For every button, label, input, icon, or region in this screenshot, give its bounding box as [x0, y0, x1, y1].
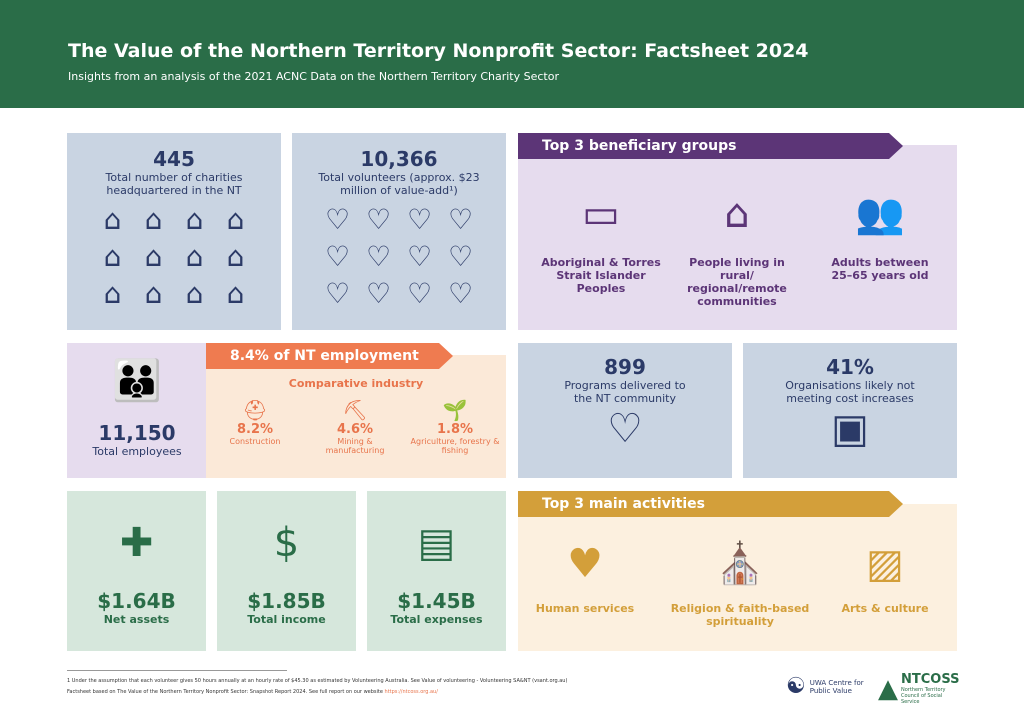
finance-value: $1.45B	[397, 589, 476, 613]
finance-label: Total income	[247, 613, 326, 626]
money-bag-icon: $	[273, 520, 300, 566]
uwa-logo: ☯ UWA Centre for Public Value	[786, 674, 871, 699]
employment-card: Comparative industry	[206, 355, 506, 478]
people-group-icon: 👪	[112, 358, 162, 404]
footnote-2: Factsheet based on The Value of the Nort…	[67, 689, 438, 695]
activities-card	[518, 504, 957, 651]
industry-agriculture: 🌱 1.8% Agriculture, forestry & fishing	[410, 398, 500, 455]
finance-value: $1.64B	[97, 589, 176, 613]
costs-label: Organisations likely not meeting cost in…	[785, 379, 915, 405]
industry-value: 4.6%	[336, 422, 374, 437]
footnote-2-text: Factsheet based on The Value of the Nort…	[67, 689, 385, 695]
activity-1: ♥ Human services	[530, 540, 640, 615]
finance-label: Total expenses	[390, 613, 483, 626]
activity-2: ⛪ Religion & faith-based spirituality	[670, 540, 810, 628]
expenses-card: ▤ $1.45B Total expenses	[367, 491, 506, 651]
bulldozer-icon: ⛏	[342, 398, 368, 422]
employees-label: Total employees	[92, 445, 182, 458]
header-banner: The Value of the Northern Territory Nonp…	[0, 0, 1024, 108]
volunteers-label: Total volunteers (approx. $23 million of…	[318, 171, 480, 197]
employees-card: 👪 11,150 Total employees	[67, 343, 207, 478]
beneficiary-label: People living in rural/ regional/remote …	[687, 256, 787, 308]
activities-title: Top 3 main activities	[518, 491, 903, 517]
industry-construction: ⛑ 8.2% Construction	[210, 398, 300, 446]
human-services-icon: ♥	[567, 541, 603, 587]
beneficiary-1: ▭ Aboriginal & Torres Strait Islander Peo…	[536, 190, 666, 295]
beneficiaries-title: Top 3 beneficiary groups	[518, 133, 903, 159]
industry-value: 8.2%	[236, 422, 274, 437]
rural-house-icon: ⌂	[724, 191, 750, 237]
industry-label: Mining & manufacturing	[325, 437, 385, 455]
industry-label: Agriculture, forestry & fishing	[410, 437, 500, 455]
hardhat-icon: ⛑	[242, 398, 268, 422]
programs-label: Programs delivered to the NT community	[564, 379, 686, 405]
page-subtitle: Insights from an analysis of the 2021 AC…	[68, 70, 559, 83]
activity-label: Arts & culture	[841, 602, 929, 615]
ntcoss-name: NTCOSS	[901, 672, 960, 687]
tshirt-icons: ♡ ♡ ♡ ♡ ♡ ♡ ♡ ♡ ♡ ♡ ♡ ♡	[324, 203, 474, 310]
activity-label: Religion & faith-based spirituality	[670, 602, 810, 628]
beneficiary-2: ⌂ People living in rural/ regional/remote…	[672, 190, 802, 308]
industry-mining: ⛏ 4.6% Mining & manufacturing	[310, 398, 400, 455]
costs-value: 41%	[826, 355, 874, 379]
charities-label: Total number of charities headquartered …	[105, 171, 243, 197]
uwa-logo-text: UWA Centre for Public Value	[809, 678, 864, 695]
finance-value: $1.85B	[247, 589, 326, 613]
programs-value: 899	[604, 355, 646, 379]
costs-card: 41% Organisations likely not meeting cos…	[743, 343, 957, 478]
sprout-icon: 🌱	[442, 398, 468, 422]
church-icon: ⛪	[715, 541, 765, 587]
adults-icon: 👥	[855, 191, 905, 237]
hand-heart-icon: ♡	[607, 406, 643, 452]
gold-bars-icon: ✚	[119, 520, 154, 566]
atm-cash-icon: ▤	[417, 520, 456, 566]
beneficiary-label: Adults between 25–65 years old	[831, 256, 929, 282]
industry-label: Construction	[229, 437, 281, 446]
footnote-1: 1 Under the assumption that each volunte…	[67, 678, 568, 684]
footnote-divider	[67, 670, 287, 671]
charities-card: 445 Total number of charities headquarte…	[67, 133, 281, 330]
beneficiary-label: Aboriginal & Torres Strait Islander Peop…	[541, 256, 661, 295]
employees-value: 11,150	[98, 421, 176, 445]
volunteers-card: 10,366 Total volunteers (approx. $23 mil…	[292, 133, 506, 330]
picture-icon: ▨	[866, 541, 904, 587]
industry-value: 1.8%	[436, 422, 474, 437]
programs-card: 899 Programs delivered to the NT communi…	[518, 343, 732, 478]
finance-label: Net assets	[103, 613, 170, 626]
ntcoss-sub: Northern Territory Council of Social Ser…	[901, 687, 946, 705]
beneficiaries-card	[518, 145, 957, 330]
page-title: The Value of the Northern Territory Nonp…	[68, 40, 809, 62]
charities-value: 445	[153, 147, 195, 171]
activity-label: Human services	[535, 602, 635, 615]
employment-title: 8.4% of NT employment	[206, 343, 453, 369]
comparative-industry-label: Comparative industry	[288, 377, 424, 390]
income-card: $ $1.85B Total income	[217, 491, 356, 651]
wallet-icon: ▣	[831, 406, 869, 452]
beneficiary-3: 👥 Adults between 25–65 years old	[820, 190, 940, 282]
ntcoss-logo: ▲ NTCOSS Northern Territory Council of Soc…	[878, 672, 960, 705]
net-assets-card: ✚ $1.64B Net assets	[67, 491, 206, 651]
activity-3: ▨ Arts & culture	[830, 540, 940, 615]
flag-icon: ▭	[582, 191, 620, 237]
house-icons: ⌂ ⌂ ⌂ ⌂ ⌂ ⌂ ⌂ ⌂ ⌂ ⌂ ⌂ ⌂	[103, 203, 245, 310]
website-link[interactable]: https://ntcoss.org.au/	[384, 689, 438, 695]
volunteers-value: 10,366	[360, 147, 438, 171]
